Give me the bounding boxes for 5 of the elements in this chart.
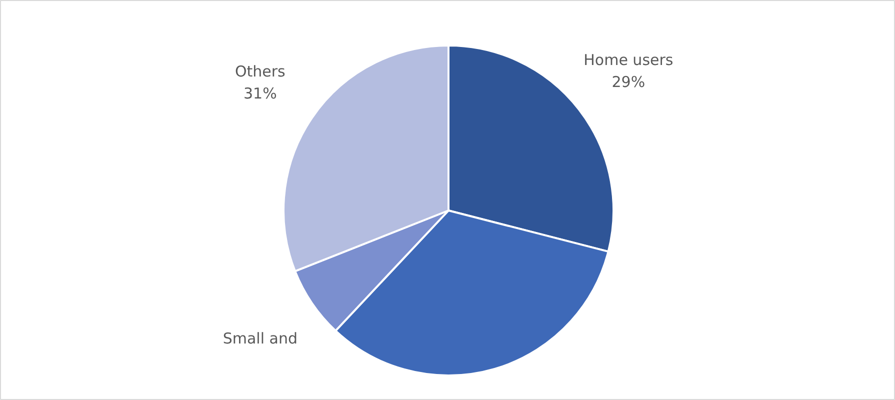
slice-label: Home users xyxy=(584,50,674,69)
data-label: 29% xyxy=(612,72,646,91)
slice-label: Others xyxy=(234,62,286,81)
data-label: 31% xyxy=(244,84,277,103)
slice-label: Small and xyxy=(222,329,298,348)
